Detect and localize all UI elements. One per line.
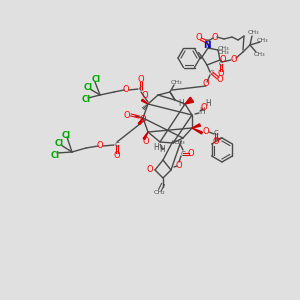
Text: N: N: [203, 40, 211, 50]
Text: Cl: Cl: [50, 151, 60, 160]
Polygon shape: [185, 97, 192, 104]
Text: O: O: [124, 110, 130, 119]
Text: O: O: [213, 137, 219, 146]
Text: O: O: [217, 76, 223, 85]
Polygon shape: [192, 124, 200, 128]
Text: H: H: [205, 98, 211, 107]
Text: O: O: [212, 32, 218, 41]
Polygon shape: [192, 128, 202, 134]
Polygon shape: [143, 132, 148, 140]
Text: CH₃: CH₃: [173, 140, 185, 145]
Text: O: O: [147, 166, 153, 175]
Text: O: O: [143, 137, 149, 146]
Text: CH₃: CH₃: [253, 52, 265, 56]
Text: O: O: [203, 128, 209, 136]
Text: O: O: [140, 116, 146, 124]
Text: O: O: [203, 80, 209, 88]
Text: CH₃: CH₃: [256, 38, 268, 43]
Text: CH₃: CH₃: [170, 80, 182, 85]
Text: C: C: [139, 86, 143, 92]
Text: Cl: Cl: [54, 139, 64, 148]
Text: C: C: [210, 70, 214, 76]
Text: CH₂: CH₂: [153, 190, 165, 196]
Text: O: O: [142, 92, 148, 100]
Text: H: H: [153, 143, 159, 152]
Text: H: H: [159, 146, 165, 154]
Text: CH₃: CH₃: [217, 50, 229, 55]
Text: C: C: [115, 142, 119, 148]
Text: O: O: [196, 34, 202, 43]
Text: O: O: [231, 56, 237, 64]
Text: CH₃: CH₃: [247, 31, 259, 35]
Text: Cl: Cl: [92, 76, 100, 85]
Polygon shape: [200, 57, 202, 59]
Text: O: O: [97, 142, 103, 151]
Text: Cl: Cl: [81, 95, 91, 104]
Text: O: O: [176, 160, 182, 169]
Text: O: O: [218, 68, 224, 77]
Polygon shape: [141, 99, 148, 104]
Text: C: C: [219, 61, 224, 67]
Text: C: C: [181, 151, 185, 157]
Text: H: H: [199, 107, 205, 116]
Text: C: C: [214, 130, 218, 136]
Text: C: C: [205, 39, 209, 45]
Text: O: O: [188, 148, 194, 158]
Text: O: O: [201, 103, 207, 112]
Text: O: O: [220, 56, 226, 64]
Text: H: H: [178, 100, 184, 109]
Text: Cl: Cl: [61, 130, 70, 140]
Text: O: O: [138, 76, 144, 85]
Polygon shape: [185, 100, 194, 104]
Text: O: O: [123, 85, 129, 94]
Text: Cl: Cl: [83, 83, 93, 92]
Text: O: O: [114, 152, 120, 160]
Polygon shape: [138, 118, 143, 124]
Text: CH₃: CH₃: [217, 46, 229, 50]
